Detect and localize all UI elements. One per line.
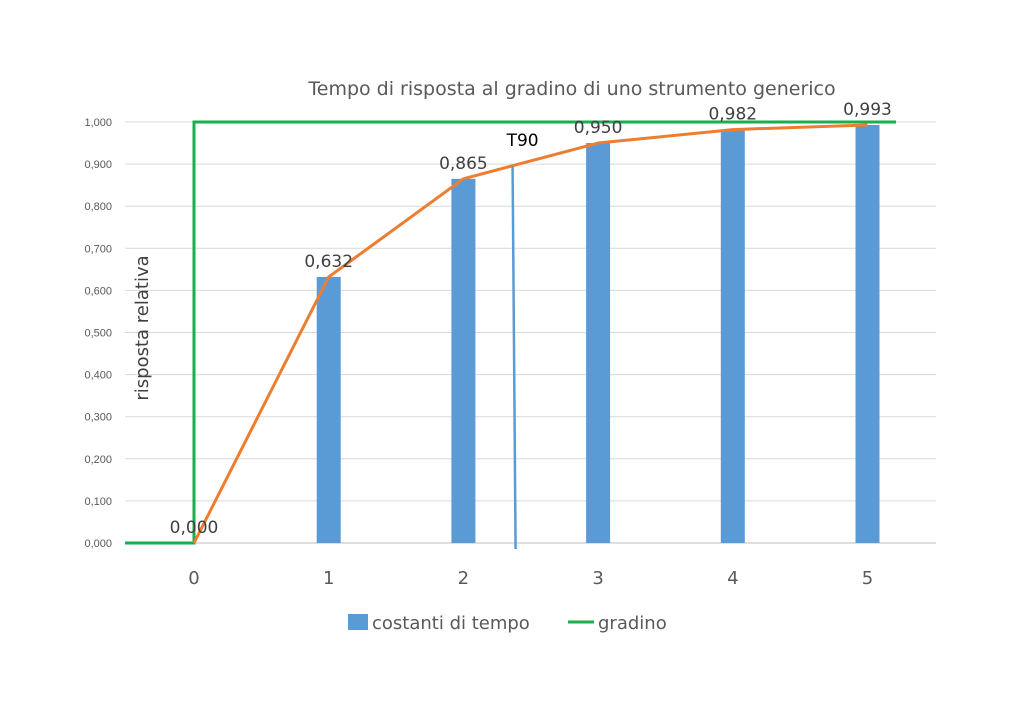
x-tick-label: 0 [188,568,199,589]
x-axis-ticks: 0 1 2 3 4 5 [188,568,873,589]
gridlines [125,121,936,544]
t90-marker-line [511,166,517,550]
bar [720,129,745,543]
data-label: 0,982 [708,105,757,125]
x-tick-label: 1 [323,568,334,589]
annotations: T90 [506,131,539,550]
step-line [125,120,896,545]
response-line [192,123,868,544]
data-label: 0,865 [439,154,488,174]
x-tick-label: 2 [458,568,469,589]
data-labels: 0,000 0,632 0,865 0,950 0,982 0,993 [170,100,892,538]
legend-swatch-bars [348,614,368,630]
y-tick-label: 0,500 [84,328,112,340]
data-label: 0,632 [304,252,353,272]
y-tick-label: 0,400 [84,370,112,382]
y-tick-label: 0,300 [84,412,112,424]
bar [586,143,611,544]
x-tick-label: 4 [727,568,738,589]
y-tick-label: 0,800 [84,201,112,213]
legend-label-step: gradino [598,613,667,634]
bar [855,124,880,544]
chart-title: Tempo di risposta al gradino di uno stru… [307,78,835,100]
bars [316,124,880,544]
bar [451,178,476,543]
y-tick-label: 0,000 [84,538,112,550]
y-tick-label: 1,000 [84,117,112,129]
y-tick-label: 0,900 [84,159,112,171]
x-tick-label: 3 [592,568,603,589]
y-axis-label: risposta relativa [132,255,153,400]
t90-label: T90 [506,131,539,151]
data-label: 0,950 [574,118,623,138]
series-lines [125,120,896,545]
bar [316,276,341,543]
y-tick-label: 0,700 [84,243,112,255]
y-axis-ticks: 0,000 0,100 0,200 0,300 0,400 0,500 0,600 0,700… [84,117,112,550]
x-tick-label: 5 [862,568,873,589]
y-tick-label: 0,600 [84,285,112,297]
y-tick-label: 0,100 [84,496,112,508]
y-tick-label: 0,200 [84,454,112,466]
data-label: 0,993 [843,100,892,120]
data-label: 0,000 [170,518,219,538]
legend-label-bars: costanti di tempo [372,613,530,634]
legend: costanti di tempo gradino [348,613,667,634]
